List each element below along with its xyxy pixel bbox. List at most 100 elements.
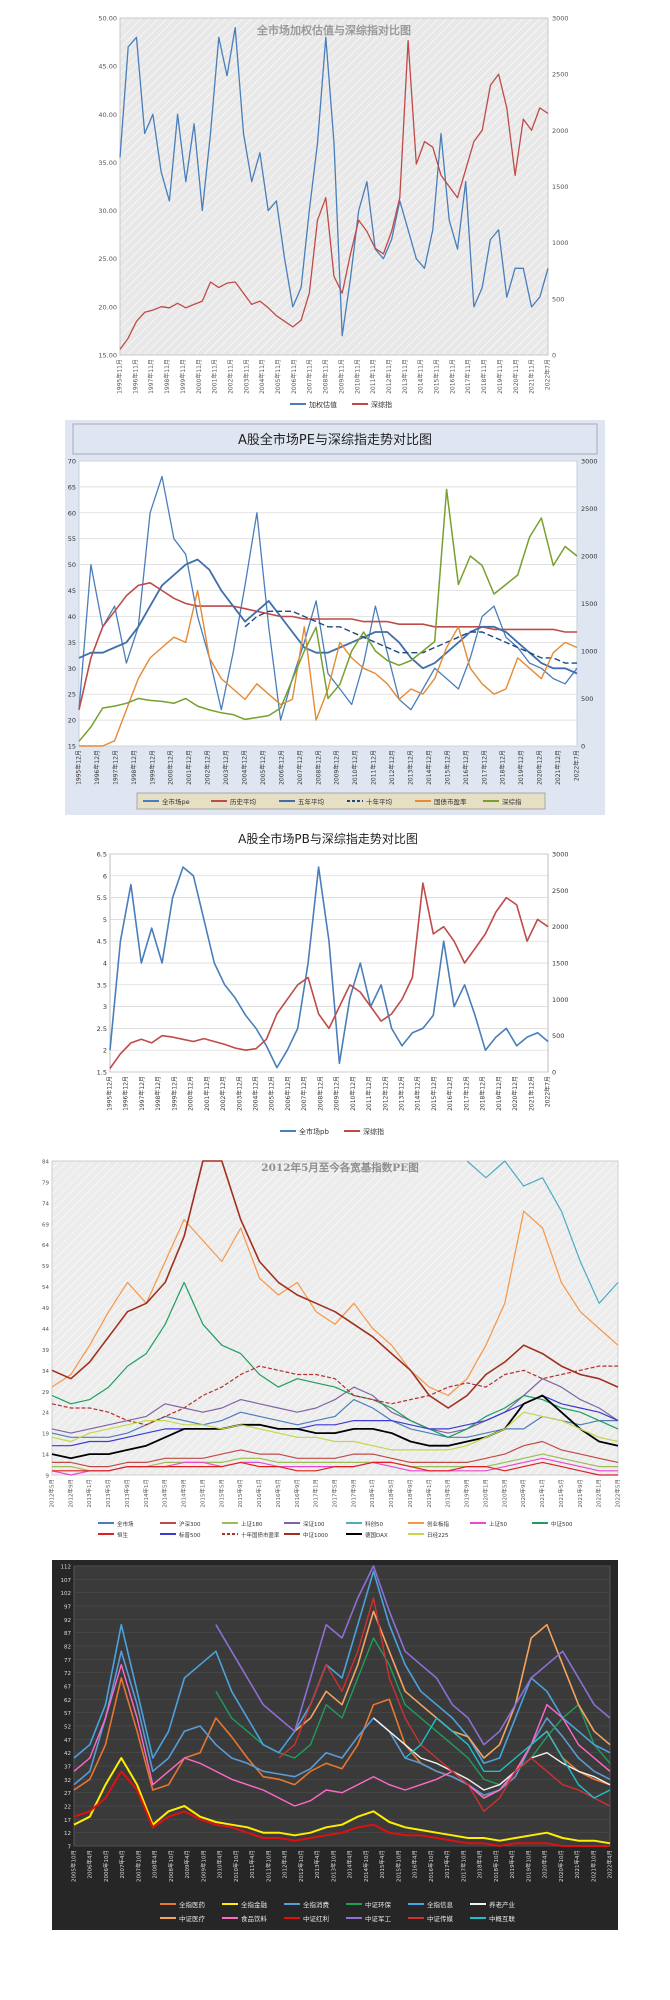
chart5-xtick-label: 2022年4月 [606, 1850, 614, 1879]
chart5-series-8-line [73, 1664, 611, 1807]
chart1-ytick-label: 40.00 [98, 111, 117, 119]
chart5-series-4-line [215, 1637, 611, 1786]
chart3-title: A股全市场PB与深综指走势对比图 [238, 831, 418, 846]
chart3-xtick-label: 1998年12月 [154, 1076, 162, 1111]
chart3-xtick-label: 2021年12月 [527, 1076, 535, 1111]
chart4-xtick-label: 2014年5月 [161, 1479, 169, 1508]
chart2-legend-box [136, 792, 546, 810]
chart2-y2tick-label: 2000 [581, 553, 598, 561]
chart1-y2tick-label: 3000 [552, 15, 569, 23]
chart5-ytick-label: 32 [64, 1778, 71, 1784]
chart4-legend-label: 恒生 [117, 1531, 129, 1539]
chart4-ytick-label: 74 [42, 1201, 49, 1207]
chart5-ytick-label: 47 [64, 1738, 71, 1744]
chart5-xtick-label: 2020年10月 [557, 1850, 565, 1882]
chart5-series-2-line [73, 1757, 611, 1845]
chart3-xtick-label: 2010年12月 [349, 1076, 357, 1111]
chart5-ytick-label: 77 [64, 1658, 71, 1664]
chart2-y2tick-label: 2500 [581, 505, 598, 513]
chart4-xtick-label: 2022年5月 [614, 1479, 622, 1508]
chart5-xtick-label: 2020年4月 [541, 1850, 549, 1879]
chart4-ytick-label: 24 [42, 1411, 49, 1417]
chart5-series-12-line [404, 1717, 611, 1799]
chart4-series-12-line [51, 1160, 619, 1409]
chart5-legend-label: 全指信息 [427, 1900, 454, 1909]
chart3-xtick-label: 2001年12月 [203, 1076, 211, 1111]
chart1-legend-label: 加权估值 [309, 400, 337, 409]
chart4-xtick-label: 2016年1月 [255, 1479, 263, 1508]
chart3-ytick-label: 2.5 [97, 1025, 107, 1033]
chart1-plot-area [119, 17, 549, 356]
chart2-panel: A股全市场PE与深综指走势对比图 15 20 25 30 35 40 45 50 55 60 65 70… [65, 420, 605, 815]
chart3-ytick-label: 5.5 [97, 894, 107, 902]
chart2-legend-label: 五年平均 [298, 797, 325, 806]
chart4-xtick-label: 2014年1月 [142, 1479, 150, 1508]
chart4-series-9-line [52, 1461, 618, 1476]
chart5-xtick-label: 2018年10月 [492, 1850, 500, 1882]
chart4-legend-label: 全市场 [117, 1520, 134, 1528]
chart5-ytick-label: 62 [64, 1698, 71, 1704]
chart3-ytick-label: 6 [103, 872, 107, 880]
chart5-xtick-label: 2014年10月 [362, 1850, 370, 1882]
chart2-ytick-label: 45 [68, 587, 76, 595]
chart3-xtick-label: 2000年12月 [187, 1076, 195, 1111]
chart2-xtick-label: 2003年12月 [222, 750, 230, 785]
chart2-ytick-label: 65 [68, 483, 76, 491]
chart1-ytick-label: 30.00 [98, 207, 117, 215]
chart3-xtick-label: 2019年12月 [495, 1076, 503, 1111]
chart2-xtick-label: 1996年12月 [93, 750, 101, 785]
chart3-xtick-label: 2003年12月 [235, 1076, 243, 1111]
chart1-xtick-label: 2013年11月 [401, 359, 409, 394]
chart4-xtick-label: 2021年1月 [538, 1479, 546, 1508]
chart4-xtick-label: 2020年9月 [519, 1479, 527, 1508]
chart1-title: 全市场加权估值与深综指对比图 [256, 23, 411, 37]
chart4-ytick-label: 9 [46, 1474, 50, 1480]
chart4-ytick-label: 84 [42, 1160, 49, 1166]
chart4-series-2-line [52, 1440, 619, 1468]
chart2-y2tick-label: 3000 [581, 458, 598, 466]
chart4-xtick-label: 2012年9月 [66, 1479, 74, 1508]
chart2-xtick-label: 1999年12月 [148, 750, 156, 785]
chart1-series-1-line [119, 26, 549, 337]
chart5-xtick-label: 2008年4月 [151, 1850, 159, 1879]
chart4-xtick-label: 2013年9月 [123, 1479, 131, 1508]
chart5-series-9-line [73, 1770, 610, 1847]
chart3-y2tick-label: 1000 [552, 996, 569, 1004]
chart5-ytick-label: 52 [64, 1725, 71, 1731]
chart3-xtick-label: 1999年12月 [170, 1076, 178, 1111]
chart5-ytick-label: 17 [64, 1818, 71, 1824]
chart1-y2tick-label: 500 [552, 295, 564, 303]
chart5-series-10-line [215, 1565, 611, 1746]
chart3-y2tick-label: 3000 [552, 851, 569, 859]
chart2-series-6-line [78, 488, 578, 742]
chart2-xtick-label: 2012年12月 [388, 750, 396, 785]
chart1-ytick-label: 15.00 [98, 352, 117, 360]
chart5-xtick-label: 2013年4月 [313, 1850, 321, 1879]
chart5-xtick-label: 2019年10月 [524, 1850, 532, 1882]
chart3-xtick-label: 2009年12月 [333, 1076, 341, 1111]
chart3-xtick-label: 2005年12月 [268, 1076, 276, 1111]
chart3-ytick-label: 3.5 [97, 981, 107, 989]
chart2-xtick-label: 2016年12月 [462, 750, 470, 785]
chart2-ytick-label: 70 [68, 458, 76, 466]
chart2-xtick-label: 1998年12月 [130, 750, 138, 785]
chart4-xtick-label: 2015年5月 [217, 1479, 225, 1508]
chart5-xtick-label: 2009年10月 [199, 1850, 207, 1882]
chart2-xtick-label: 2013年12月 [407, 750, 415, 785]
chart5-xtick-label: 2015年10月 [394, 1850, 402, 1882]
chart3-y2tick-label: 2500 [552, 887, 569, 895]
chart4-series-5-line [466, 1160, 619, 1304]
chart1-xtick-label: 2012年11月 [385, 359, 393, 394]
chart1-panel: 全市场加权估值与深综指对比图 15.00 20.00 25.00 30.00 35.00 4… [90, 10, 590, 410]
chart4-legend-label: 中证500 [551, 1520, 573, 1528]
chart1-xtick-label: 2021年11月 [528, 359, 536, 394]
chart2-ytick-label: 35 [68, 639, 76, 647]
chart4-ytick-label: 44 [42, 1327, 49, 1333]
chart4-xtick-label: 2015年1月 [198, 1479, 206, 1508]
chart1-ytick-label: 35.00 [98, 159, 117, 167]
chart1-xtick-label: 1998年11月 [163, 359, 171, 394]
chart3-xtick-label: 2018年12月 [479, 1076, 487, 1111]
chart4-ytick-label: 29 [42, 1390, 49, 1396]
chart3-y2tick-label: 500 [552, 1032, 564, 1040]
chart3-xtick-label: 2014年12月 [414, 1076, 422, 1111]
